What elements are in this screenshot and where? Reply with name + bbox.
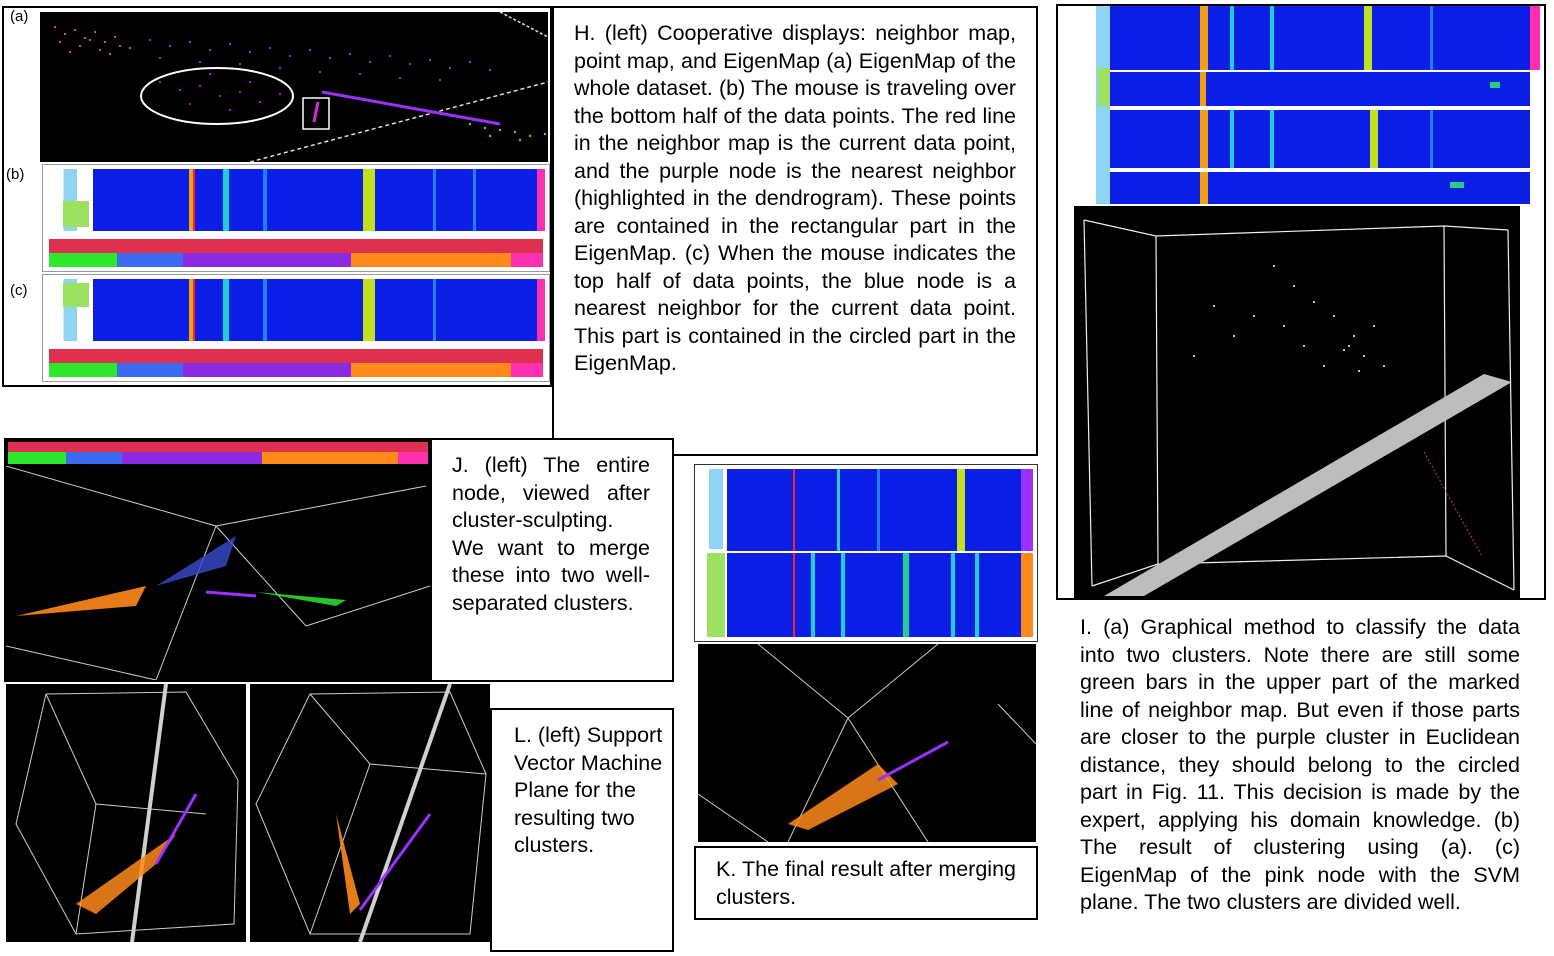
svm-plane-2 (358, 684, 452, 942)
purple-cluster-l1 (154, 793, 198, 865)
svm-plane-1 (130, 684, 168, 942)
dendrogram-side-k (709, 469, 723, 549)
eigenmap-whole-dataset (40, 12, 548, 162)
label-c: (c) (10, 282, 28, 299)
eigenmap-i-svm (1074, 206, 1520, 600)
caption-h: H. (left) Cooperative displays: neighbor… (574, 21, 1016, 375)
heatmap-c-pink-edge (537, 279, 545, 341)
heatmap-k-purple-edge (1021, 469, 1033, 551)
caption-j-box (430, 438, 674, 682)
caption-k-box (694, 846, 1038, 920)
dendrogram-side-k-green (707, 553, 725, 637)
purple-cluster-l2 (358, 813, 432, 911)
point-cloud-i (1193, 265, 1385, 372)
dendrogram-nodes-c (49, 363, 543, 377)
purple-cluster-j (205, 590, 257, 598)
heatmap-k-bottom (727, 553, 1021, 637)
heatmap-i-pink-edge (1530, 6, 1540, 70)
dendrogram-side-i-green (1098, 68, 1110, 106)
caption-i: I. (a) Graphical method to classify the … (1080, 615, 1520, 914)
neighbor-map-c (42, 274, 550, 382)
neighbor-map-k (694, 464, 1038, 642)
svm-view-1-plot (15, 684, 239, 942)
heatmap-k-top (727, 469, 1021, 551)
svm-view-2 (250, 684, 490, 942)
svm-view-2-plot (255, 684, 487, 942)
blue-cluster-j (156, 536, 236, 586)
heatmap-k-orange-edge (1021, 553, 1033, 637)
eigenmap-k (698, 644, 1036, 842)
heatmap-b-pink-edge (537, 169, 545, 231)
dendrogram-bar-b (49, 239, 543, 253)
heatmap-i-lower (1110, 110, 1530, 168)
pink-point-cloud (159, 73, 281, 117)
purple-cluster-k (877, 740, 949, 782)
svm-plane (1104, 374, 1512, 596)
purple-cluster-line (321, 90, 501, 126)
orange-cluster-l1 (76, 834, 176, 914)
svm-view-1 (6, 684, 246, 942)
orange-cluster-j (16, 586, 146, 616)
dendrogram-side-green-c (63, 283, 89, 307)
eigenmap-i-plot (1083, 219, 1515, 596)
dendrogram-bar-j (8, 442, 428, 452)
circled-region (140, 67, 294, 125)
neighbor-map-b (42, 164, 550, 272)
heatmap-b (93, 169, 537, 231)
blue-point-cloud (149, 39, 491, 81)
caption-k: K. The final result after merging cluste… (716, 857, 1016, 909)
label-a: (a) (10, 8, 29, 25)
rectangular-region (302, 97, 330, 130)
eigenmap-j-plot (6, 466, 430, 680)
label-b: (b) (6, 166, 25, 183)
orange-cluster-l2 (336, 814, 360, 914)
green-cluster-j (256, 592, 346, 606)
green-point-cloud (468, 122, 547, 142)
figure-j (4, 438, 432, 682)
caption-l: L. (left) Support Vector Machine Plane f… (514, 723, 663, 857)
dendrogram-bar-c (49, 349, 543, 363)
heatmap-i-top (1110, 6, 1530, 70)
dendrogram-side-green (63, 201, 89, 227)
caption-j: J. (left) The entire node, viewed after … (452, 453, 650, 615)
caption-l-box (490, 708, 674, 952)
orange-cluster-k (788, 764, 898, 830)
orange-point-cloud (54, 26, 131, 55)
caption-h-box (552, 6, 1038, 456)
eigenmap-a-plot (54, 12, 548, 162)
dendrogram-nodes-j (8, 452, 428, 464)
heatmap-i-mid (1110, 72, 1530, 106)
heatmap-c (93, 279, 537, 341)
eigenmap-k-plot (698, 644, 1036, 842)
dendrogram-nodes-b (49, 253, 543, 267)
heatmap-i-bottom (1110, 172, 1530, 204)
neighbor-map-i (1062, 6, 1542, 204)
